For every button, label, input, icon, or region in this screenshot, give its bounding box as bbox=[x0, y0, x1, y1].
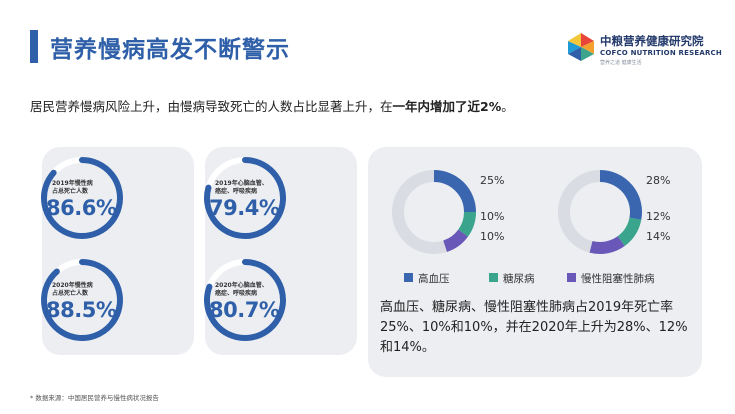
donut-value-label: 12% bbox=[646, 210, 670, 223]
description-text: 高血压、糖尿病、慢性阻塞性肺病占2019年死亡率25%、10%和10%，并在20… bbox=[380, 300, 688, 355]
cofco-logo-icon bbox=[568, 33, 594, 61]
donut-value-label: 25% bbox=[480, 174, 504, 187]
donut-slice-1 bbox=[599, 170, 642, 220]
gauge-2020-major: 2020年心脑血管、 癌症、呼吸疾病 80.7% bbox=[203, 258, 287, 342]
gauge-2019-chronic: 2019年慢性病 占总死亡人数 86.6% bbox=[40, 156, 124, 240]
gauge-2020-chronic: 2020年慢性病 占总死亡人数 88.5% bbox=[40, 258, 124, 342]
data-source-note: * 数据来源：中国居民营养与慢性病状况报告 bbox=[30, 394, 159, 402]
gauge-label: 2019年心脑血管、 癌症、呼吸疾病 bbox=[215, 180, 268, 195]
page-title: 营养慢病高发不断警示 bbox=[50, 37, 290, 63]
subtitle-end: 。 bbox=[501, 99, 514, 114]
legend-swatch bbox=[404, 273, 413, 282]
donut-value-label: 28% bbox=[646, 174, 670, 187]
subtitle: 居民营养慢病风险上升，由慢病导致死亡的人数占比显著上升，在一年内增加了近2%。 bbox=[30, 96, 514, 115]
logo-chinese-name: 中粮营养健康研究院 bbox=[600, 34, 704, 48]
legend-swatch bbox=[489, 273, 498, 282]
gauge-arc bbox=[204, 157, 286, 239]
cofco-logo: 中粮营养健康研究院 COFCO NUTRITION RESEARCH 营养之道 … bbox=[566, 30, 726, 70]
donut-value-label: 10% bbox=[480, 230, 504, 243]
donut-charts: 25% 10% 10% 28% 12% 14% bbox=[392, 170, 670, 254]
gauge-label: 2020年心脑血管、 癌症、呼吸疾病 bbox=[215, 282, 268, 297]
gauge-label: 2020年慢性病 占总死亡人数 bbox=[52, 282, 93, 297]
donut-slice-3 bbox=[442, 229, 468, 252]
donut-slice-2 bbox=[617, 217, 642, 246]
gauge-value: 86.6% bbox=[46, 196, 117, 220]
legend-label: 高血压 bbox=[418, 273, 450, 285]
gauge-arc bbox=[41, 157, 123, 239]
gauge-value: 88.5% bbox=[46, 298, 117, 322]
gauge-value: 79.4% bbox=[209, 196, 280, 220]
gauge-arc bbox=[41, 259, 123, 341]
gauge-arc bbox=[204, 259, 286, 341]
donut-slice-2 bbox=[458, 211, 476, 237]
logo-tagline: 营养之道 健康生活 bbox=[600, 60, 642, 66]
donut-value-label: 10% bbox=[480, 210, 504, 223]
subtitle-text: 居民营养慢病风险上升，由慢病导致死亡的人数占比显著上升，在 bbox=[30, 99, 393, 114]
gauge-label: 2019年慢性病 占总死亡人数 bbox=[52, 180, 93, 195]
legend-label: 慢性阻塞性肺病 bbox=[581, 273, 655, 285]
legend-swatch bbox=[567, 273, 576, 282]
logo-english-name: COFCO NUTRITION RESEARCH bbox=[600, 49, 722, 57]
legend-label: 糖尿病 bbox=[503, 273, 535, 285]
donut-slice-1 bbox=[433, 170, 476, 213]
panel-disease-breakdown bbox=[368, 147, 702, 377]
subtitle-highlight: 一年内增加了近2% bbox=[392, 99, 502, 114]
donut-slice-3 bbox=[589, 236, 625, 254]
title-accent-bar bbox=[30, 30, 38, 63]
gauge-2019-major: 2019年心脑血管、 癌症、呼吸疾病 79.4% bbox=[203, 156, 287, 240]
gauge-value: 80.7% bbox=[209, 298, 280, 322]
donut-value-label: 14% bbox=[646, 230, 670, 243]
